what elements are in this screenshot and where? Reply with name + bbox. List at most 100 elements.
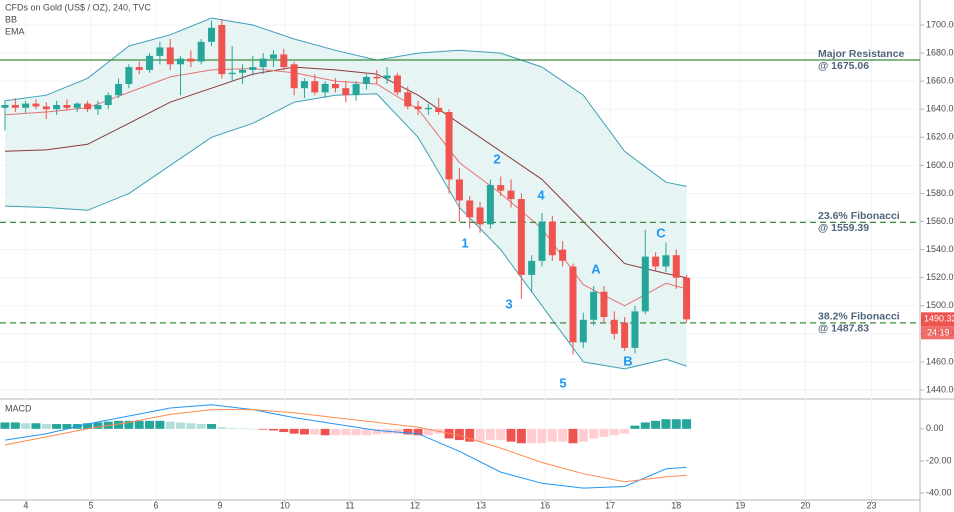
candle-body	[280, 54, 288, 68]
level-name: 38.2% Fibonacci	[818, 311, 900, 323]
candle-body	[342, 88, 350, 96]
y-tick-label: 1500.00	[926, 300, 954, 310]
histogram-bar	[0, 422, 10, 429]
candle-body	[208, 27, 216, 42]
histogram-bar	[351, 428, 361, 436]
y-tick-label: 1580.00	[926, 188, 954, 198]
histogram-bar	[196, 424, 206, 429]
histogram-bar	[145, 420, 155, 429]
candle-body	[259, 58, 267, 68]
wave-label: 5	[559, 375, 566, 390]
x-tick-label: 19	[735, 500, 745, 510]
candle-body	[290, 64, 298, 89]
x-tick-label: 16	[540, 500, 550, 510]
candle-body	[621, 322, 629, 348]
candle-body	[156, 47, 164, 56]
histogram-bar	[661, 419, 671, 429]
histogram-bar	[599, 428, 609, 437]
histogram-bar	[537, 428, 547, 444]
x-tick-label: 13	[476, 500, 486, 510]
price-tag-label: 1490.33	[924, 314, 954, 324]
candle-body	[11, 105, 19, 108]
candle-body	[104, 95, 112, 106]
histogram-bar	[392, 428, 402, 434]
countdown: 24:19	[927, 328, 950, 338]
y-tick-label: 1460.00	[926, 356, 954, 366]
x-tick-label: 20	[800, 500, 810, 510]
candle-body	[662, 255, 670, 267]
histogram-bar	[310, 428, 320, 435]
candle-body	[238, 69, 246, 73]
candle-body	[486, 185, 494, 225]
y-tick-label: -40.00	[926, 487, 952, 497]
candle-body	[538, 221, 546, 261]
candle-body	[321, 83, 329, 93]
histogram-bar	[516, 428, 526, 444]
candle-body	[197, 41, 205, 62]
y-tick-label: 1640.00	[926, 104, 954, 114]
macd-line	[4, 404, 687, 489]
candle-body	[362, 76, 370, 84]
histogram-bar	[279, 428, 289, 433]
candle-body	[424, 107, 432, 110]
x-tick-label: 17	[605, 500, 615, 510]
candle-body	[631, 311, 639, 348]
candle-body	[569, 266, 577, 343]
countdown-box	[921, 326, 954, 340]
macd-line	[4, 409, 687, 483]
histogram-bar	[248, 428, 258, 430]
level-name: 23.6% Fibonacci	[818, 210, 900, 222]
candle-body	[166, 47, 174, 65]
wave-label: C	[656, 225, 666, 240]
candle-body	[146, 55, 154, 70]
x-tick-label: 23	[866, 500, 876, 510]
level-label: @ 1487.83	[818, 323, 869, 335]
level-label: @ 1675.06	[818, 60, 869, 72]
candle-body	[610, 319, 618, 334]
wave-label: 2	[493, 151, 500, 166]
histogram-bar	[651, 420, 661, 429]
candle-body	[683, 277, 691, 320]
candle-body	[352, 83, 360, 96]
histogram-bar	[403, 428, 413, 435]
histogram-bar	[413, 428, 423, 436]
candle-body	[414, 106, 422, 110]
candle-body	[218, 24, 226, 75]
candle-body	[590, 291, 598, 320]
candle-body	[125, 67, 133, 84]
candle-body	[497, 185, 505, 191]
candle-body	[63, 105, 71, 108]
candle-body	[393, 75, 401, 93]
candle-body	[507, 190, 515, 200]
candle-body	[269, 54, 277, 59]
y-tick-label: 1700.00	[926, 19, 954, 29]
histogram-bar	[268, 428, 278, 431]
histogram-bar	[10, 422, 20, 429]
histogram-bar	[547, 428, 557, 442]
candle-body	[373, 76, 381, 79]
candle-body	[42, 106, 50, 110]
candle-body	[652, 256, 660, 267]
candle-body	[73, 103, 81, 108]
candle-body	[187, 58, 195, 62]
histogram-bar	[93, 422, 103, 429]
histogram-bar	[289, 428, 299, 434]
histogram-bar	[361, 428, 371, 436]
histogram-bar	[217, 427, 227, 429]
pane-title: MACD	[5, 403, 32, 413]
histogram-bar	[506, 428, 516, 442]
histogram-bar	[330, 428, 340, 436]
histogram-bar	[671, 419, 681, 429]
x-tick-label: 18	[671, 500, 681, 510]
candle-body	[455, 179, 463, 201]
y-tick-label: 1620.00	[926, 132, 954, 142]
histogram-bar	[620, 428, 630, 434]
candle-body	[300, 81, 308, 89]
candle-body	[528, 260, 536, 275]
histogram-bar	[485, 428, 495, 441]
candle-body	[53, 105, 61, 110]
band-middle	[4, 66, 687, 279]
histogram-bar	[31, 423, 41, 429]
histogram-bar	[176, 422, 186, 429]
candle-body	[1, 105, 9, 108]
